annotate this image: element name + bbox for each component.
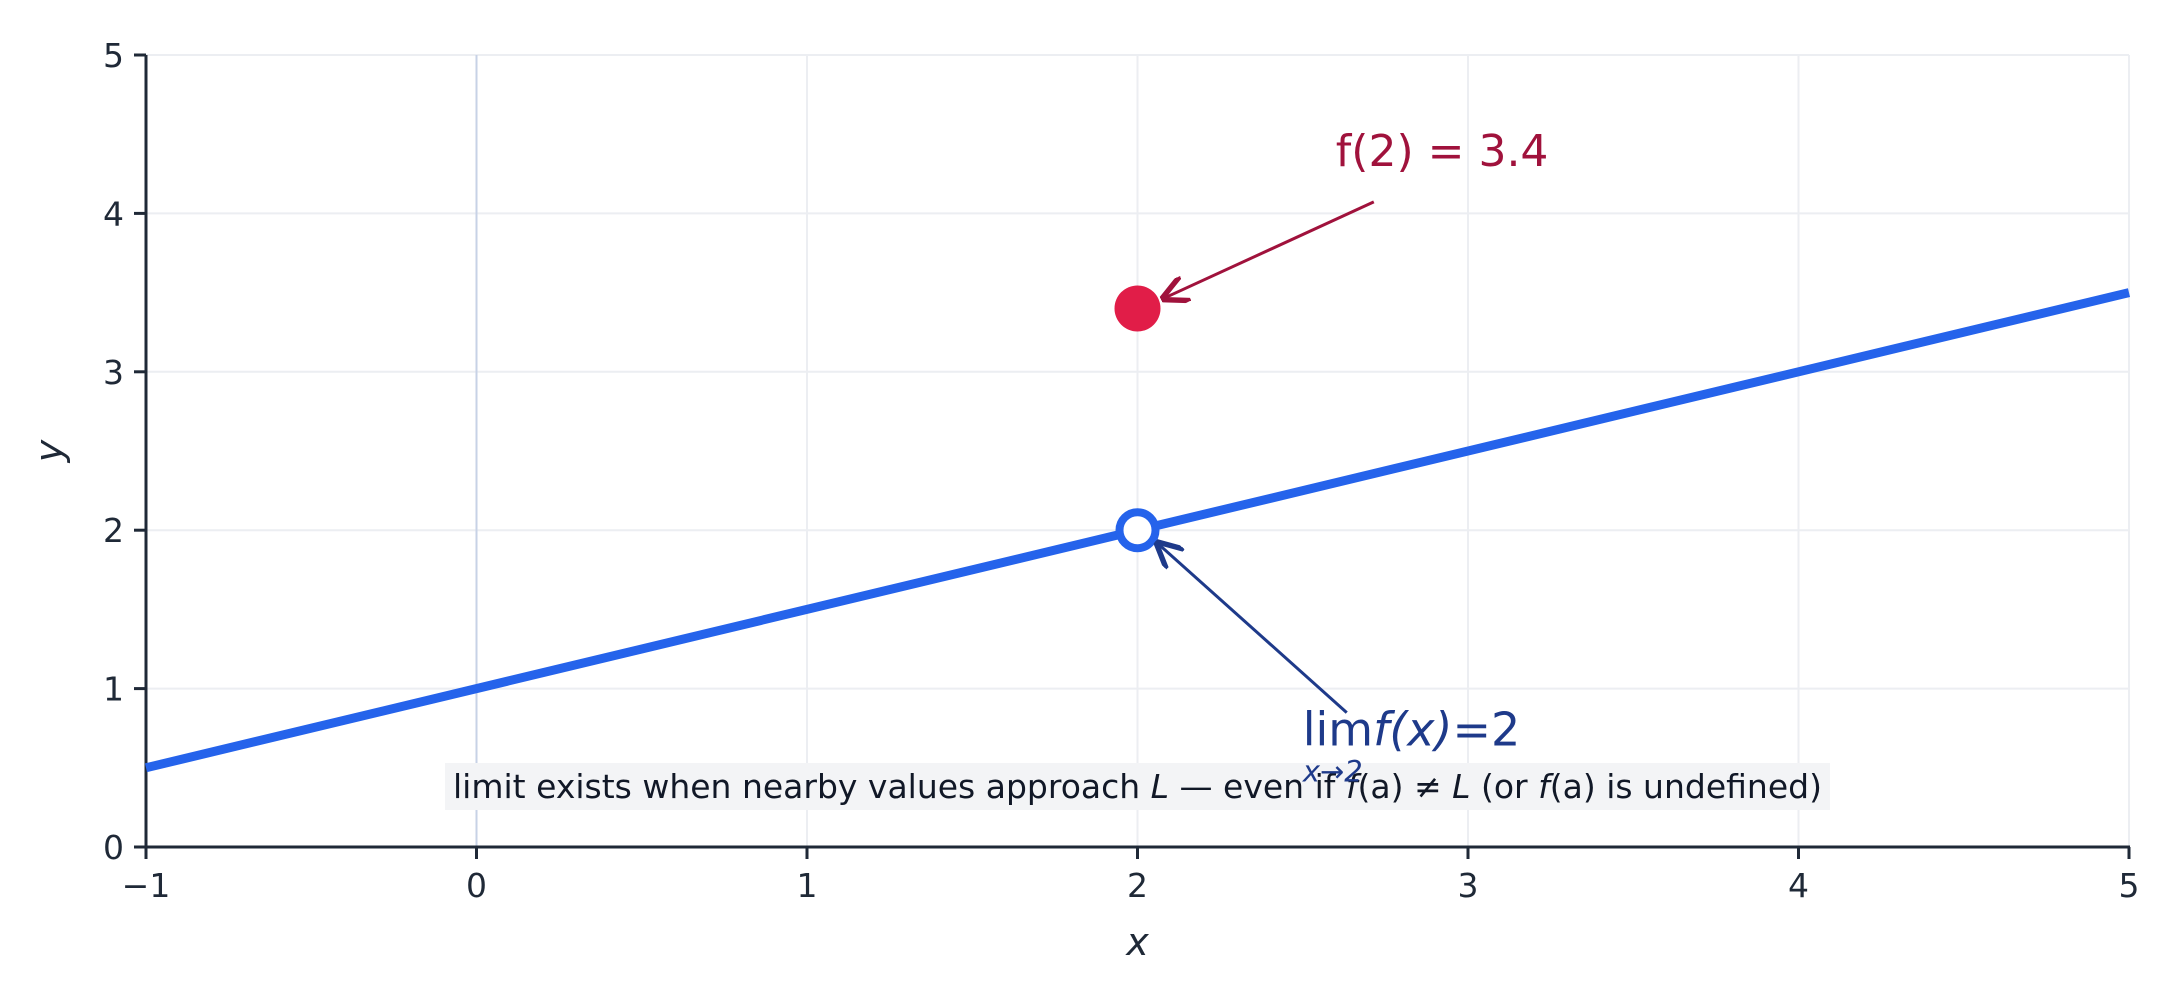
limit-annotation-arrow [1158, 543, 1348, 714]
x-tick-label: −1 [122, 866, 171, 905]
x-axis-title: x [1125, 920, 1149, 964]
note-part: (a) [1357, 767, 1403, 806]
y-axis-title: y [27, 439, 71, 463]
note-background [445, 763, 1830, 810]
note-part: (a) [1550, 767, 1596, 806]
limit-eq-text: =2 [1452, 703, 1520, 757]
y-tick-label: 2 [103, 511, 124, 550]
limit-expression: limf(x)=2 [1303, 703, 1521, 757]
hole-point-marker [1115, 508, 1160, 553]
limit-subscript: x→2 [1302, 755, 1363, 789]
y-tick-label: 0 [103, 828, 124, 867]
x-tick-label: 0 [466, 866, 487, 905]
filled-point-marker [1114, 285, 1161, 332]
note-part: limit exists when nearby values approach [453, 767, 1151, 806]
note-part: (or [1470, 767, 1538, 806]
x-tick-label: 1 [797, 866, 818, 905]
note-part: — even if [1169, 767, 1346, 806]
limit-lim-text: lim [1303, 703, 1373, 757]
note-part: L [1151, 767, 1169, 806]
value-annotation-arrow [1164, 200, 1375, 299]
y-tick-label: 1 [103, 670, 124, 709]
x-ticks: −1 0 1 2 3 4 5 [122, 847, 2140, 905]
x-tick-label: 2 [1127, 866, 1148, 905]
y-tick-label: 3 [103, 353, 124, 392]
grid-lines [145, 54, 2130, 848]
x-tick-label: 5 [2119, 866, 2140, 905]
x-tick-label: 3 [1458, 866, 1479, 905]
limit-func-text: f(x) [1373, 703, 1452, 757]
note-part: L [1452, 767, 1470, 806]
y-tick-label: 4 [103, 194, 124, 233]
value-annotation-label: f(2) = 3.4 [1336, 126, 1549, 177]
note-part: is undefined) [1596, 767, 1822, 806]
note-box: limit exists when nearby values approach… [445, 763, 1830, 810]
x-tick-label: 4 [1788, 866, 1809, 905]
limit-annotation-label: limf(x)=2 x→2 [1302, 703, 1521, 789]
y-ticks: 0 1 2 3 4 5 [103, 36, 146, 867]
note-part: ≠ [1403, 767, 1452, 806]
note-text: limit exists when nearby values approach… [453, 767, 1822, 806]
y-tick-label: 5 [103, 36, 124, 75]
